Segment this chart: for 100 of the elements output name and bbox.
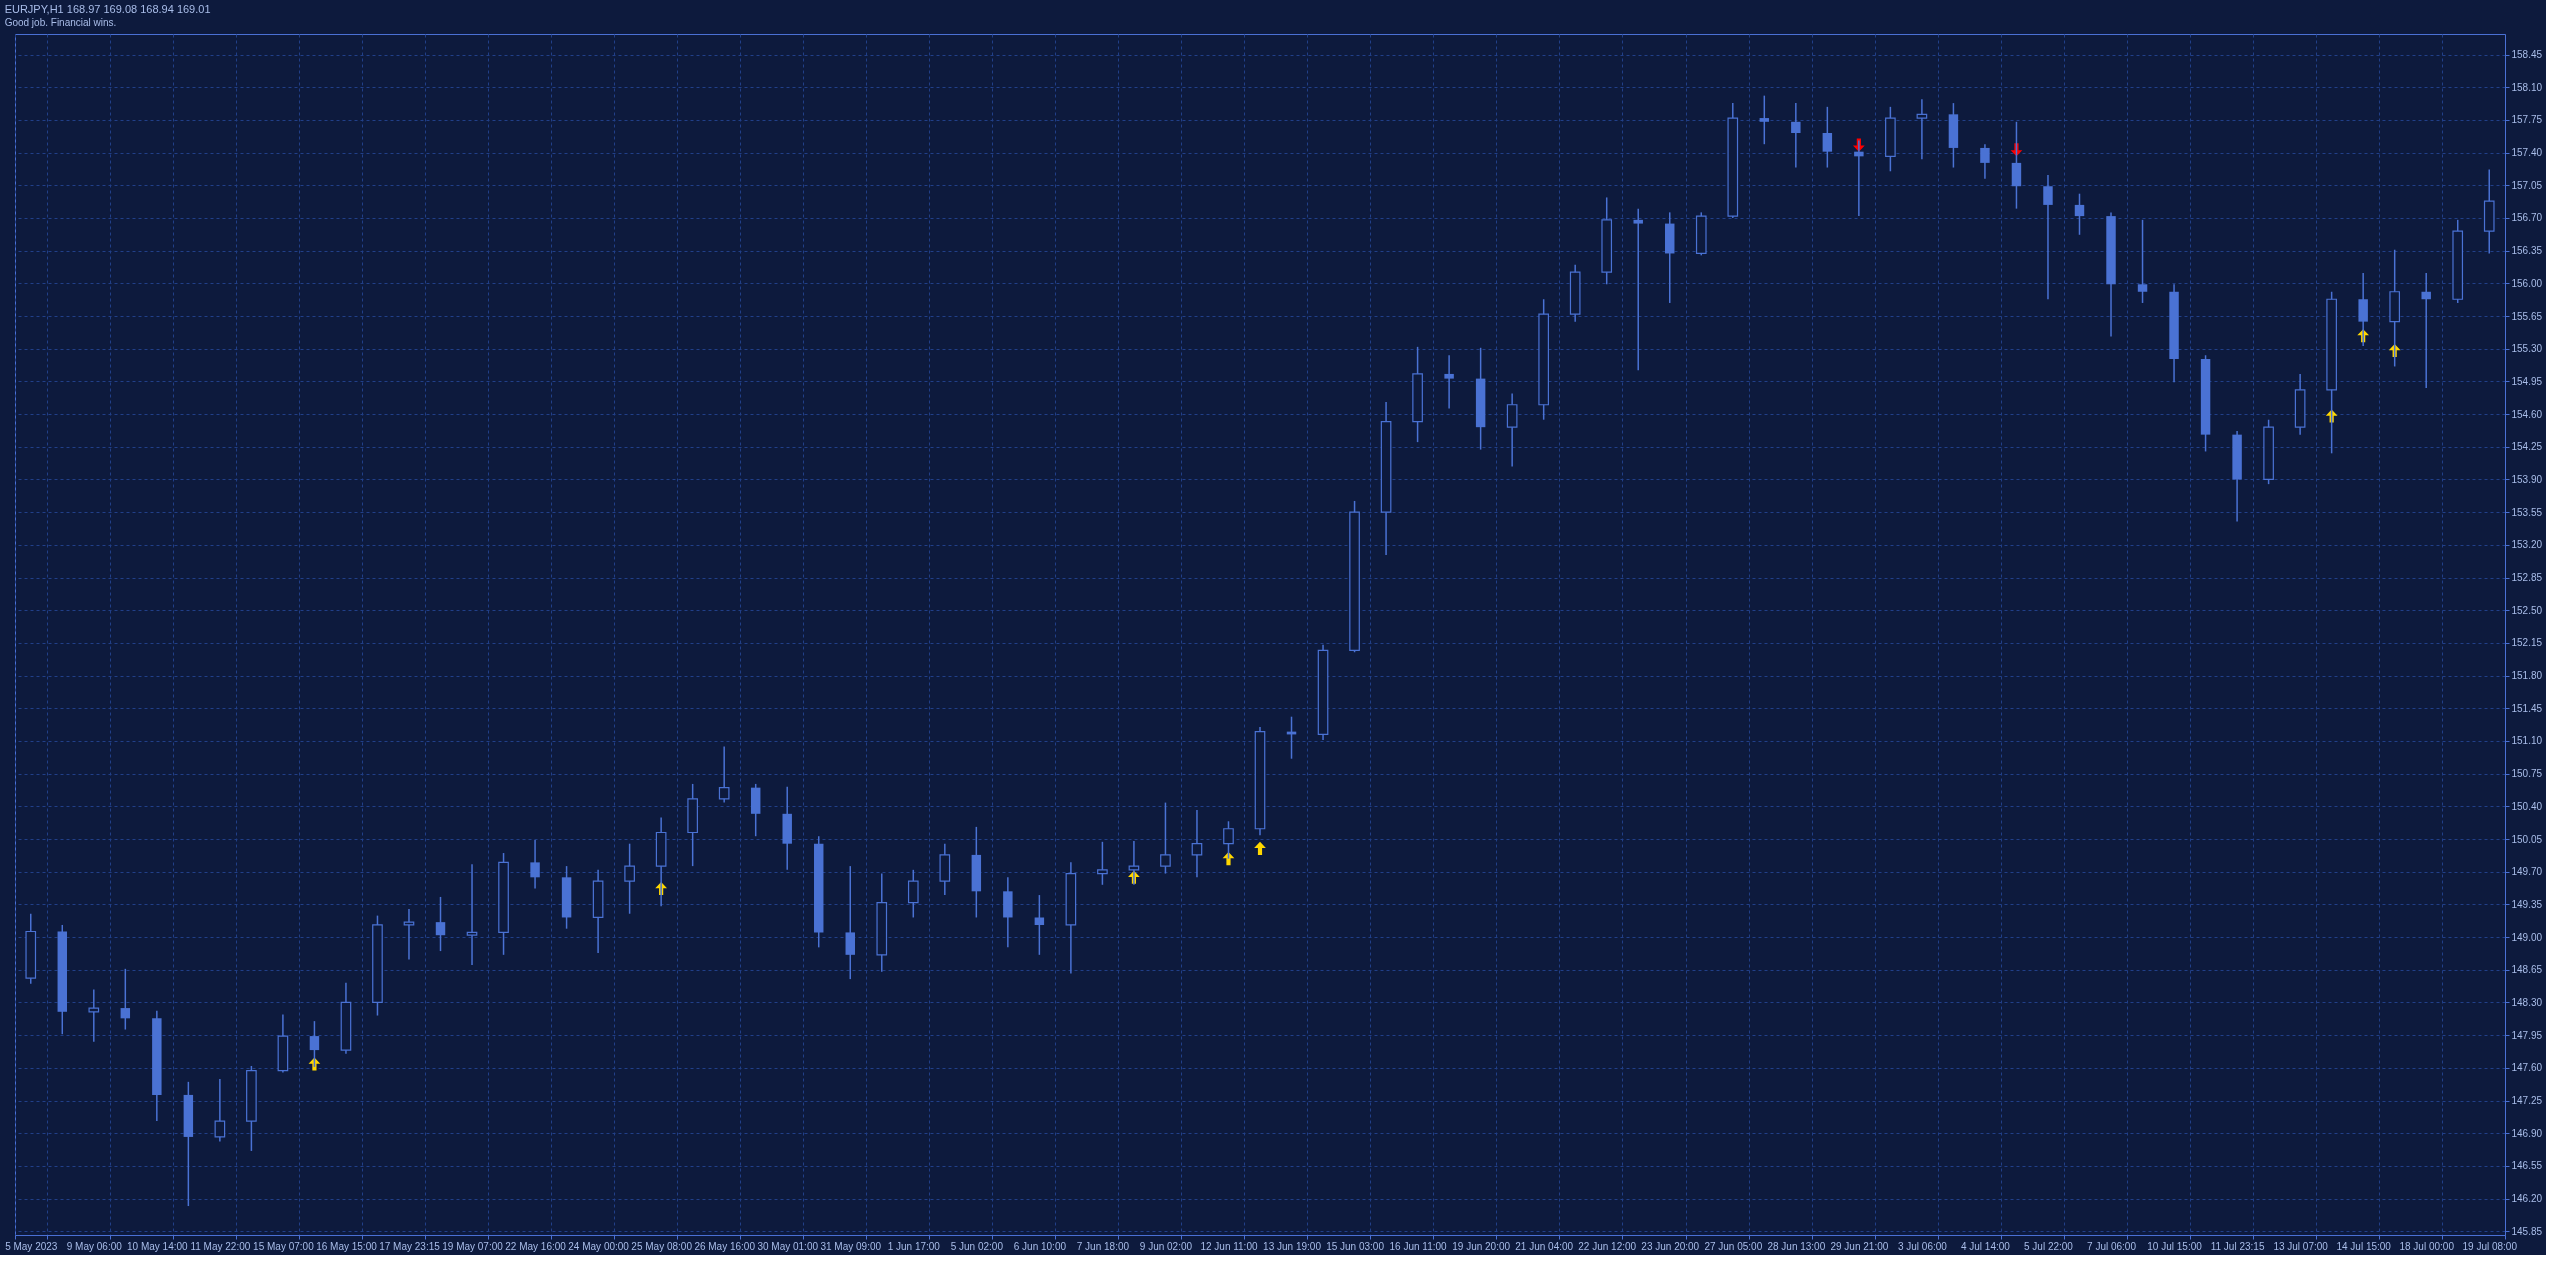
x-tick-label: 7 Jul 06:00 <box>2087 1240 2137 1252</box>
point <box>1222 852 1235 866</box>
candlestick <box>1791 102 1801 169</box>
y-tick-label: 150.75 <box>2511 768 2543 780</box>
y-tick-label: 149.35 <box>2511 898 2543 910</box>
candlestick <box>907 869 919 919</box>
x-tick-label: 12 Jun 11:00 <box>1200 1240 1258 1252</box>
x-tick-label: 17 May 23:15 <box>379 1240 441 1252</box>
candlestick <box>1916 98 1928 160</box>
x-tick-label: 28 Jun 13:00 <box>1767 1240 1826 1252</box>
y-tick-label: 151.10 <box>2511 735 2543 747</box>
x-tick-label: 9 May 06:00 <box>66 1240 123 1252</box>
y-tick-label: 151.45 <box>2511 702 2543 714</box>
x-tick-label: 19 May 07:00 <box>442 1240 504 1252</box>
point <box>1254 841 1266 855</box>
y-tick-label: 149.70 <box>2511 866 2543 878</box>
chart-title: EURJPY,H1 168.97 169.08 168.94 169.01 <box>4 3 211 15</box>
x-tick-label: 3 Jul 06:00 <box>1897 1240 1948 1252</box>
x-tick-label: 11 Jul 23:15 <box>2210 1240 2265 1252</box>
x-tick-label: 30 May 01:00 <box>757 1240 819 1252</box>
candlestick <box>1506 392 1518 468</box>
y-tick-label: 147.25 <box>2511 1095 2543 1107</box>
x-tick-label: 25 May 08:00 <box>631 1240 693 1252</box>
candlestick <box>120 968 131 1031</box>
x-tick-label: 5 May 2023 <box>5 1240 58 1252</box>
candlestick <box>1822 106 1833 169</box>
x-tick-label: 6 Jun 10:00 <box>1013 1240 1067 1252</box>
x-tick-label: 10 May 14:00 <box>127 1240 189 1252</box>
x-tick-label: 18 Jul 00:00 <box>2399 1240 2455 1252</box>
y-tick-label: 156.00 <box>2511 277 2543 289</box>
x-tick-label: 22 Jun 12:00 <box>1578 1240 1637 1252</box>
x-tick-label: 13 Jul 07:00 <box>2273 1240 2329 1252</box>
y-tick-label: 157.75 <box>2511 114 2543 126</box>
y-tick-label: 155.65 <box>2511 310 2543 322</box>
y-tick-label: 152.15 <box>2511 637 2543 649</box>
x-tick-label: 16 May 15:00 <box>316 1240 378 1252</box>
y-tick-label: 150.05 <box>2511 833 2543 845</box>
x-tick-label: 15 Jun 03:00 <box>1326 1240 1385 1252</box>
x-tick-label: 13 Jun 19:00 <box>1263 1240 1322 1252</box>
x-tick-label: 29 Jun 21:00 <box>1830 1240 1889 1252</box>
y-tick-label: 145.85 <box>2511 1225 2543 1237</box>
y-tick-label: 153.90 <box>2511 473 2543 485</box>
candlestick <box>309 1020 320 1068</box>
x-tick-label: 7 Jun 18:00 <box>1076 1240 1130 1252</box>
y-tick-label: 156.35 <box>2511 245 2543 257</box>
y-tick-label: 158.10 <box>2511 81 2543 93</box>
x-tick-label: 27 Jun 05:00 <box>1704 1240 1763 1252</box>
candlestick <box>1633 207 1643 371</box>
x-tick-label: 11 May 22:00 <box>190 1240 251 1252</box>
candlestick <box>214 1078 226 1143</box>
y-tick-label: 152.50 <box>2511 604 2543 616</box>
y-tick-label: 154.60 <box>2511 408 2543 420</box>
x-tick-label: 21 Jun 04:00 <box>1515 1240 1574 1252</box>
x-tick-label: 4 Jul 14:00 <box>1960 1240 2011 1252</box>
candlestick <box>1160 801 1171 875</box>
x-tick-label: 24 May 00:00 <box>568 1240 630 1252</box>
candlestick <box>1191 809 1203 879</box>
x-tick-label: 19 Jun 20:00 <box>1452 1240 1511 1252</box>
x-tick-label: 5 Jun 02:00 <box>950 1240 1004 1252</box>
y-tick-label: 155.30 <box>2511 343 2543 355</box>
candlestick <box>1097 841 1108 886</box>
y-tick-label: 146.20 <box>2511 1193 2543 1205</box>
candlestick <box>2421 272 2431 389</box>
y-tick-label: 152.85 <box>2511 572 2543 584</box>
x-tick-label: 19 Jul 08:00 <box>2462 1240 2518 1252</box>
candlestick <box>718 745 730 804</box>
x-tick-label: 10 Jul 15:00 <box>2147 1240 2203 1252</box>
candlestick <box>2137 219 2148 304</box>
y-tick-label: 157.05 <box>2511 179 2543 191</box>
x-tick-label: 1 Jun 17:00 <box>887 1240 941 1252</box>
y-tick-label: 158.45 <box>2511 49 2543 61</box>
x-tick-label: 9 Jun 02:00 <box>1139 1240 1193 1252</box>
y-tick-label: 148.65 <box>2511 964 2543 976</box>
y-tick-label: 150.40 <box>2511 800 2543 812</box>
y-tick-label: 151.80 <box>2511 670 2543 682</box>
candlestick <box>435 896 446 952</box>
y-tick-label: 149.00 <box>2511 931 2543 943</box>
candlestick <box>1759 94 1770 145</box>
candlestick <box>1034 894 1045 956</box>
candlestick <box>845 865 855 980</box>
y-tick-label: 153.20 <box>2511 539 2543 551</box>
y-tick-label: 147.60 <box>2511 1062 2543 1074</box>
candlestick <box>1980 143 1990 180</box>
y-tick-label: 153.55 <box>2511 506 2543 518</box>
y-tick-label: 146.55 <box>2511 1160 2543 1172</box>
y-tick-label: 146.90 <box>2511 1127 2543 1139</box>
candlestick <box>624 842 635 915</box>
y-tick-label: 156.70 <box>2511 212 2543 224</box>
chart-subtitle: Good job. Financial wins. <box>4 17 117 28</box>
x-tick-label: 23 Jun 20:00 <box>1641 1240 1700 1252</box>
x-tick-label: 5 Jul 22:00 <box>2024 1240 2074 1252</box>
candlestick <box>2043 174 2053 300</box>
y-tick-label: 148.30 <box>2511 996 2543 1008</box>
x-tick-label: 14 Jul 15:00 <box>2336 1240 2392 1252</box>
x-tick-label: 26 May 16:00 <box>694 1240 756 1252</box>
y-tick-label: 154.95 <box>2511 375 2543 387</box>
candlestick <box>530 839 540 890</box>
y-tick-label: 154.25 <box>2511 441 2543 453</box>
x-tick-label: 22 May 16:00 <box>505 1240 567 1252</box>
candlestick <box>2074 192 2085 236</box>
